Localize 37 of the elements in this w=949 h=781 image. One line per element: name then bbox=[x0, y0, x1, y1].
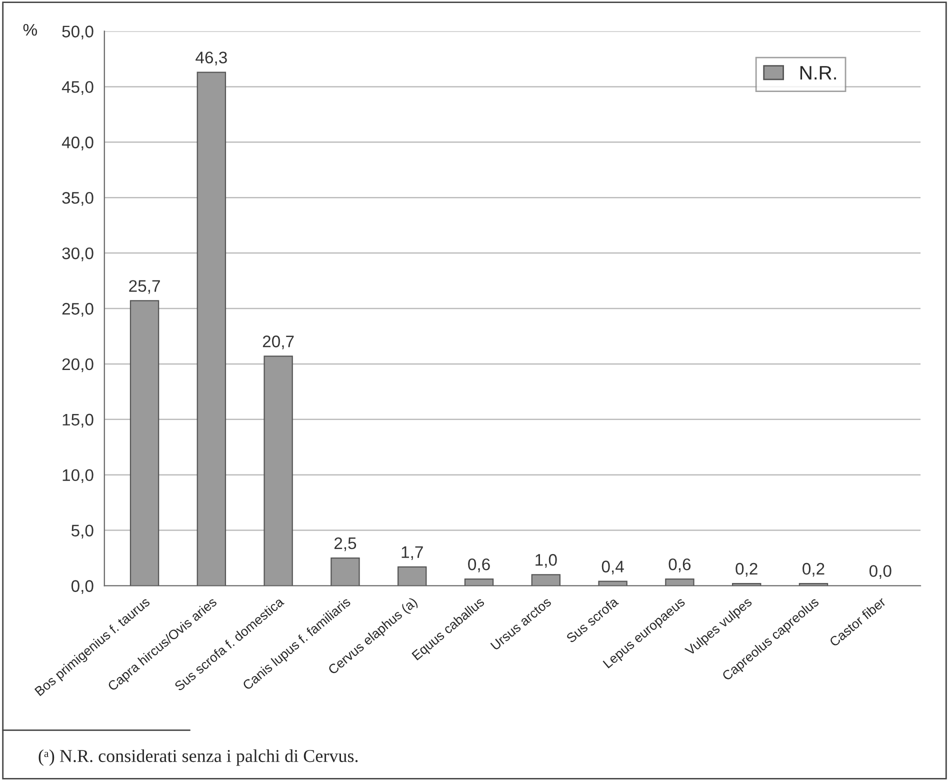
y-tick-label: 5,0 bbox=[71, 524, 94, 538]
data-label: 46,3 bbox=[196, 52, 227, 66]
bar bbox=[330, 557, 360, 586]
bar bbox=[196, 72, 226, 586]
y-tick-label: 50,0 bbox=[62, 26, 94, 40]
y-tick-label: 35,0 bbox=[62, 192, 94, 206]
data-label: 0,2 bbox=[802, 562, 824, 577]
bar bbox=[732, 582, 762, 586]
y-tick-label: 0,0 bbox=[71, 580, 94, 594]
data-label: 1,7 bbox=[402, 546, 423, 560]
bar bbox=[130, 300, 160, 586]
data-label: 2,5 bbox=[334, 537, 356, 552]
data-label: 0,0 bbox=[869, 565, 892, 579]
y-tick-label: 20,0 bbox=[62, 358, 94, 372]
text: (ᵃ) N.R. considerati senza i palchi di Cervus. bbox=[38, 749, 358, 766]
y-tick-label: 30,0 bbox=[62, 247, 94, 262]
bar bbox=[398, 566, 427, 586]
data-label: 0,6 bbox=[668, 558, 691, 572]
y-tick-label: 25,0 bbox=[62, 302, 94, 317]
bar bbox=[531, 574, 561, 586]
data-label: 20,7 bbox=[262, 336, 294, 350]
bar bbox=[598, 580, 628, 586]
data-label: 0,6 bbox=[468, 558, 490, 572]
data-label: 0,2 bbox=[736, 562, 758, 577]
bar bbox=[464, 578, 494, 586]
y-tick-label: 40,0 bbox=[62, 136, 94, 150]
legend-label: N.R. bbox=[800, 66, 836, 80]
bar bbox=[798, 582, 828, 586]
bar bbox=[264, 356, 293, 586]
data-label: 1,0 bbox=[536, 554, 557, 568]
data-label: 25,7 bbox=[129, 280, 160, 294]
y-tick-label: 10,0 bbox=[62, 469, 94, 484]
y-tick-label: 15,0 bbox=[62, 414, 94, 428]
data-label: 0,4 bbox=[602, 560, 624, 574]
bar bbox=[665, 578, 694, 586]
y-axis-title: % bbox=[23, 24, 38, 36]
y-tick-label: 45,0 bbox=[62, 81, 94, 95]
